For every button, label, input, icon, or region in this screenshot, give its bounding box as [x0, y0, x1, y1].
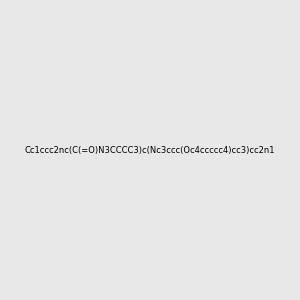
Text: Cc1ccc2nc(C(=O)N3CCCC3)c(Nc3ccc(Oc4ccccc4)cc3)cc2n1: Cc1ccc2nc(C(=O)N3CCCC3)c(Nc3ccc(Oc4ccccc… [25, 146, 275, 154]
